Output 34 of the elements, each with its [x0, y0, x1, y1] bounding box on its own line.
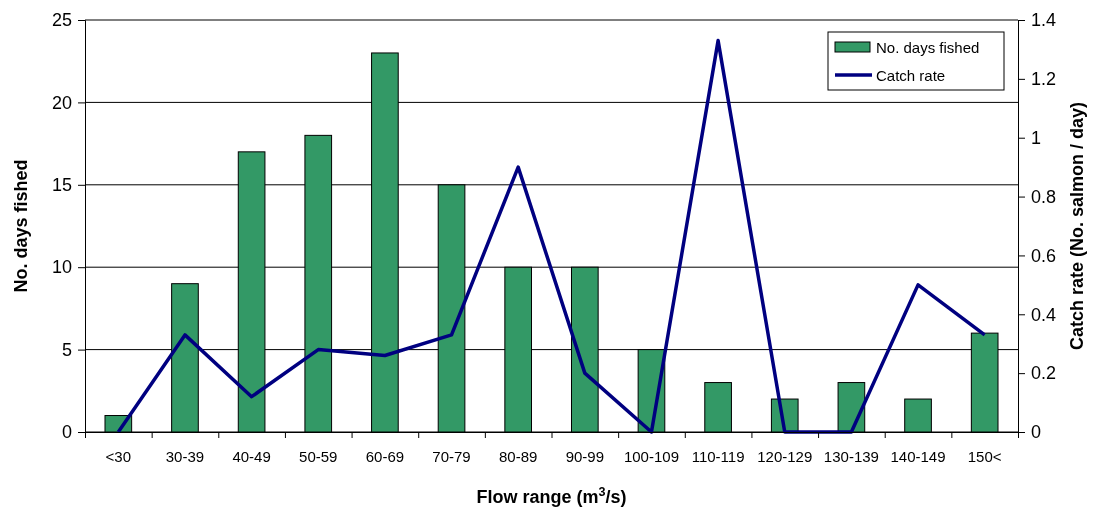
y2-tick-label: 0	[1031, 422, 1042, 443]
x-axis-title: Flow range (m$^{3}$/s)	[476, 485, 627, 507]
x-tick-label: 30-39	[165, 448, 205, 465]
x-tick-label: 150<	[967, 448, 1002, 465]
line-series	[116, 38, 987, 434]
y-tick-label: 5	[61, 339, 72, 360]
x-tick-label: 70-79	[432, 448, 471, 465]
y-tick-label: 10	[51, 257, 72, 278]
y-tick-label: 25	[51, 10, 72, 31]
x-tick-label: 40-49	[232, 448, 271, 465]
y2-tick-label: 1	[1031, 127, 1042, 148]
y-axis-title: No. days fished	[11, 159, 31, 293]
x-tick-label: 130-139	[823, 448, 879, 465]
y2-axis-title: Catch rate (No. salmon / day)	[1067, 101, 1087, 351]
x-tick-label: 80-89	[498, 448, 538, 465]
legend-label: No. days fished	[876, 39, 980, 56]
x-tick-label: 100-109	[623, 448, 679, 465]
x-tick-label: 50-59	[299, 448, 338, 465]
y2-tick-label: 1.4	[1031, 10, 1057, 31]
legend-label: Catch rate	[876, 67, 946, 84]
y2-tick-label: 0.6	[1031, 245, 1057, 266]
x-tick-label: 60-69	[365, 448, 405, 465]
y2-tick-label: 0.8	[1031, 186, 1057, 207]
y2-tick-label: 1.2	[1031, 69, 1057, 90]
x-tick-label: 140-149	[890, 448, 946, 465]
x-tick-label: 110-119	[691, 448, 745, 465]
y2-tick-label: 0.2	[1031, 363, 1057, 384]
y-tick-label: 15	[51, 175, 72, 196]
x-tick-label: <30	[105, 448, 132, 465]
y-tick-label: 0	[61, 422, 72, 443]
x-tick-label: 120-129	[757, 448, 813, 465]
y2-tick-label: 0.4	[1031, 304, 1057, 325]
x-tick-label: 90-99	[565, 448, 605, 465]
y-tick-label: 20	[51, 92, 72, 113]
